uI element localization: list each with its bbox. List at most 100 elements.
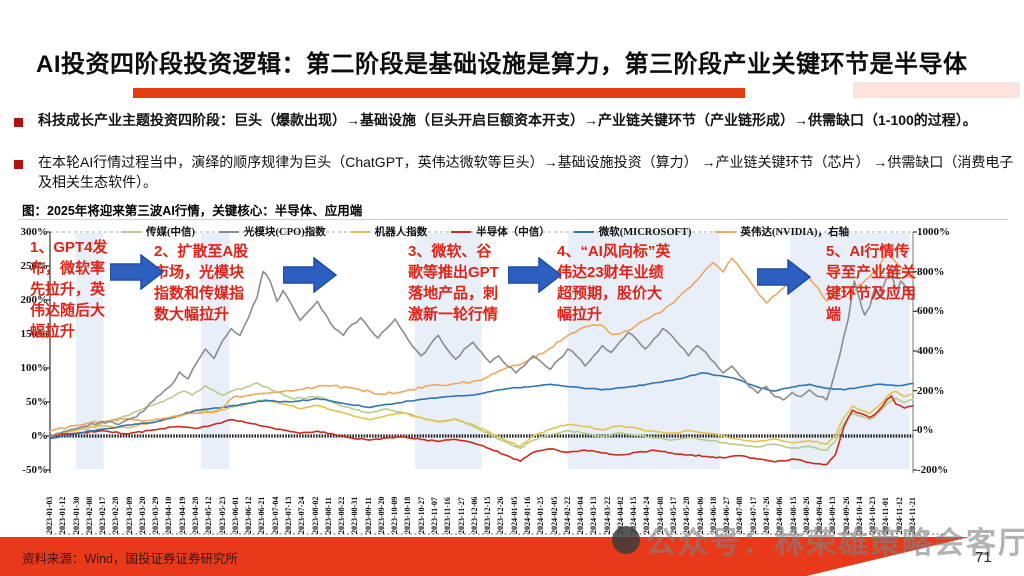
left-axis-label: 200% xyxy=(20,294,49,306)
annotation-line: 指数和传媒指 xyxy=(154,285,245,302)
stage-annotation-3: 3、微软、谷 歌等推出GPT 落地产品，刺 激新一轮行情 xyxy=(408,241,499,325)
annotation-line: 歌等推出GPT xyxy=(408,264,499,281)
right-axis-label: -200% xyxy=(917,464,949,476)
x-axis-date-label: 2023-03-09 xyxy=(124,496,134,534)
x-axis-date-label: 2024-01-05 xyxy=(509,496,519,534)
x-axis-date-label: 2024-01-16 xyxy=(522,496,532,534)
x-axis-date-label: 2023-02-17 xyxy=(98,496,108,534)
chart-legend: 传媒(中信) 光模块(CPO)指数 机器人指数 半导体（中信） 微软(MICROSOFT… xyxy=(55,224,915,239)
legend-label: 英伟达(NVIDIA)，右轴 xyxy=(740,227,849,238)
legend-swatch-icon xyxy=(219,230,240,233)
bullet-square-icon xyxy=(14,118,23,127)
x-axis-date-label: 2023-01-12 xyxy=(58,496,68,534)
annotation-line: 先拉升，英 xyxy=(30,281,106,298)
legend-swatch-icon xyxy=(715,230,736,233)
x-axis-date-label: 2023-02-08 xyxy=(84,496,94,534)
bullet-2: 在本轮AI行情过程当中，演绎的顺序规律为巨头（ChatGPT，英伟达微软等巨头）… xyxy=(38,154,1014,190)
watermark-logo-icon xyxy=(612,526,640,554)
legend-label: 半导体（中信） xyxy=(476,227,550,238)
annotation-line: 3、微软、谷 xyxy=(408,243,492,260)
x-axis-date-label: 2023-11-27 xyxy=(456,497,466,534)
legend-item: 光模块(CPO)指数 xyxy=(219,224,326,239)
x-axis-date-label: 2024-02-22 xyxy=(562,496,572,534)
x-axis-date-label: 2023-09-20 xyxy=(376,496,386,534)
stage-annotation-4: 4、“AI风向标”英 伟达23财年业绩 超预期，股价大 幅拉升 xyxy=(557,241,670,325)
legend-label: 机器人指数 xyxy=(374,227,428,238)
x-axis-date-label: 2023-10-09 xyxy=(390,496,400,534)
x-axis-date-label: 2024-04-02 xyxy=(615,496,625,534)
title-underline-ghost xyxy=(853,82,1020,98)
legend-item: 机器人指数 xyxy=(349,224,428,239)
annotation-line: 数大幅拉升 xyxy=(154,306,230,323)
x-axis-date-label: 2023-06-12 xyxy=(244,496,254,534)
x-axis-date-label: 2023-07-13 xyxy=(283,496,293,534)
left-axis-label: 300% xyxy=(20,226,49,238)
x-axis-date-label: 2023-03-20 xyxy=(137,496,147,534)
legend-label: 传媒(中信) xyxy=(146,227,196,238)
right-axis-label: 0% xyxy=(917,424,934,437)
source-note: 资料来源：Wind，国投证券证券研究所 xyxy=(22,552,238,566)
series-半导体（中信） xyxy=(49,395,914,466)
legend-item: 微软(MICROSOFT) xyxy=(573,224,691,239)
annotation-line: 落地产品，刺 xyxy=(408,285,499,302)
legend-swatch-icon xyxy=(121,230,142,233)
legend-swatch-icon xyxy=(573,230,594,233)
x-axis-date-label: 2023-11-16 xyxy=(443,497,453,534)
x-axis-date-label: 2024-04-15 xyxy=(629,496,639,534)
x-axis-date-label: 2023-01-03 xyxy=(45,496,54,534)
legend-swatch-icon xyxy=(451,230,472,233)
x-axis-date-label: 2023-07-24 xyxy=(297,496,307,534)
right-axis-label: 200% xyxy=(917,384,945,397)
series-微软(MICROSOFT) xyxy=(49,372,914,440)
highlight-band xyxy=(201,233,230,469)
x-axis-date-label: 2023-02-28 xyxy=(111,496,121,534)
stage-annotation-5: 5、AI行情传 导至产业链关 键环节及应用端 xyxy=(826,241,916,325)
x-axis-date-label: 2023-08-31 xyxy=(350,496,360,534)
chart-caption: 图：2025年将迎来第三波AI行情，关键核心：半导体、应用端 xyxy=(22,204,363,218)
x-axis-date-label: 2023-07-04 xyxy=(270,496,280,534)
page-title: AI投资四阶段投资逻辑：第二阶段是基础设施是算力，第三阶段产业关键环节是半导体 xyxy=(36,51,968,78)
legend-label: 光模块(CPO)指数 xyxy=(244,227,326,238)
annotation-line: 2、扩散至A股 xyxy=(154,243,249,260)
stage-annotation-1: 1、GPT4发 布，微软率 先拉升，英 伟达随后大 幅拉升 xyxy=(30,237,108,342)
title-underline-bar xyxy=(133,88,745,98)
x-axis-date-label: 2023-05-23 xyxy=(217,496,227,534)
right-axis-label: 400% xyxy=(917,345,945,357)
x-axis-date-label: 2023-12-26 xyxy=(496,496,506,534)
x-axis-date-label: 2023-03-29 xyxy=(151,496,161,534)
annotation-line: 伟达23财年业绩 xyxy=(557,264,664,281)
right-axis-label: 1000% xyxy=(917,226,950,238)
x-axis-date-label: 2023-04-28 xyxy=(191,496,201,534)
left-axis-label: 0% xyxy=(31,430,49,442)
left-axis-label: -50% xyxy=(22,464,48,476)
annotation-line: 幅拉升 xyxy=(30,323,76,340)
left-axis-label: 250% xyxy=(20,260,49,272)
series-传媒(中信) xyxy=(49,382,914,452)
page-number: 71 xyxy=(975,549,992,566)
annotation-line: 激新一轮行情 xyxy=(408,306,499,323)
left-axis-label: 50% xyxy=(26,396,48,408)
x-axis-date-label: 2023-12-06 xyxy=(469,496,479,534)
legend-item: 传媒(中信) xyxy=(121,224,195,239)
x-axis-date-label: 2024-03-13 xyxy=(589,496,599,534)
annotation-line: 导至产业链关 xyxy=(826,264,917,281)
x-axis-date-label: 2023-10-27 xyxy=(416,496,426,534)
x-axis-date-label: 2023-12-15 xyxy=(483,496,493,534)
annotation-line: 5、AI行情传 xyxy=(826,243,910,260)
right-axis-label: 800% xyxy=(917,265,945,278)
x-axis-date-label: 2023-06-21 xyxy=(257,496,267,534)
x-axis-date-label: 2023-10-18 xyxy=(403,496,413,534)
x-axis-date-label: 2023-08-22 xyxy=(337,496,347,534)
annotation-line: 伟达随后大 xyxy=(30,302,106,319)
flow-arrow-icon xyxy=(756,258,812,296)
legend-item: 英伟达(NVIDIA)，右轴 xyxy=(715,224,849,239)
flow-arrow-icon xyxy=(109,253,165,291)
series-光模块(CPO)指数 xyxy=(49,266,914,437)
left-axis-label: 150% xyxy=(20,328,49,340)
x-axis-date-label: 2023-11-07 xyxy=(430,497,440,534)
annotation-line: 键环节及应用 xyxy=(826,285,917,302)
x-axis-date-label: 2023-06-01 xyxy=(230,496,240,534)
flow-arrow-icon xyxy=(507,256,563,294)
annotation-line: 端 xyxy=(826,306,842,323)
